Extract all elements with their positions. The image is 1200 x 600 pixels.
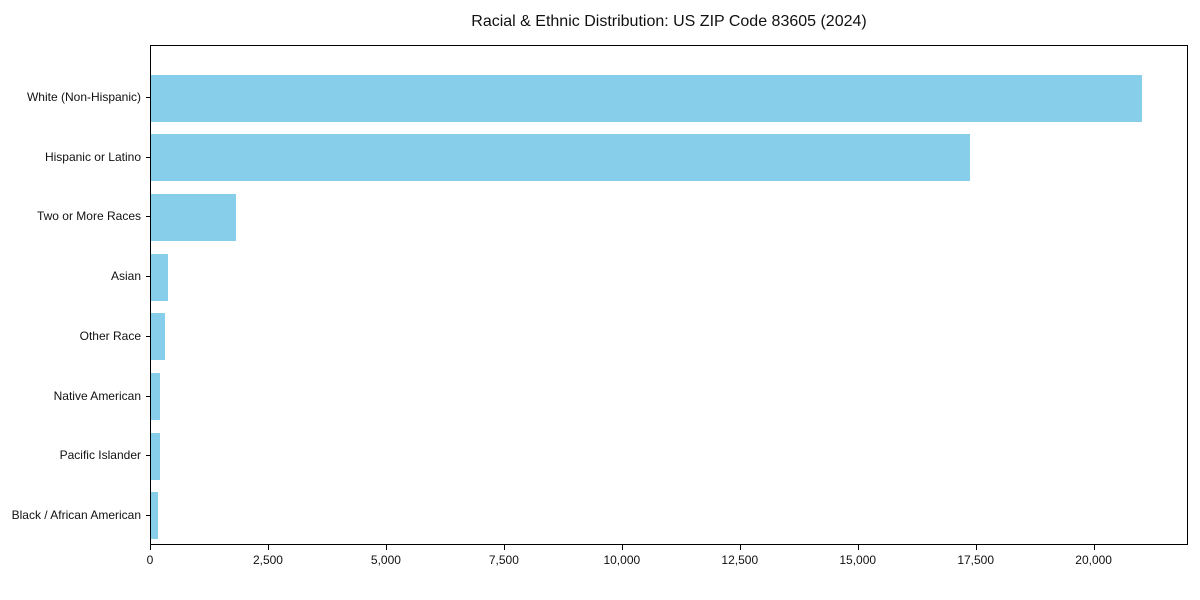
bar-pacific-islander <box>151 432 161 480</box>
y-tick-mark <box>146 514 150 516</box>
y-tick-label-white-non-hispanic: White (Non-Hispanic) <box>26 90 141 104</box>
x-tick-mark <box>739 545 741 550</box>
x-tick-mark <box>267 545 269 550</box>
y-tick-mark <box>146 395 150 397</box>
y-tick-mark <box>146 156 150 158</box>
x-tick-label-2-500: 2,500 <box>252 553 283 567</box>
y-tick-label-pacific-islander: Pacific Islander <box>59 448 141 463</box>
x-tick-label-10-000: 10,000 <box>603 553 641 567</box>
y-tick-mark <box>146 276 150 278</box>
y-tick-mark <box>146 216 150 218</box>
x-tick-label-7-500: 7,500 <box>488 553 519 567</box>
x-tick-mark <box>385 545 387 550</box>
x-tick-label-0: 0 <box>146 553 154 567</box>
x-tick-mark <box>857 545 859 550</box>
y-tick-label-asian: Asian <box>110 269 141 284</box>
y-tick-label-two-or-more-races: Two or More Races <box>36 209 141 224</box>
bar-two-or-more-races <box>151 193 236 241</box>
x-tick-mark <box>975 545 977 550</box>
plot-area <box>150 45 1188 545</box>
x-tick-label-15-000: 15,000 <box>839 553 877 567</box>
y-tick-label-hispanic-or-latino: Hispanic or Latino <box>44 149 141 164</box>
x-tick-mark <box>503 545 505 550</box>
bar-asian <box>151 253 168 301</box>
bar-other-race <box>151 313 166 361</box>
chart-title: Racial & Ethnic Distribution: US ZIP Cod… <box>471 13 867 30</box>
y-tick-label-other-race: Other Race <box>79 328 141 343</box>
x-tick-mark <box>150 545 151 550</box>
x-tick-label-17-500: 17,500 <box>957 553 995 567</box>
x-tick-mark <box>1093 545 1095 550</box>
x-tick-label-20-000: 20,000 <box>1075 553 1112 567</box>
bar-native-american <box>151 373 161 420</box>
bar-white-non-hispanic <box>151 74 1142 122</box>
y-tick-label-black-african-american: Black / African American <box>11 507 141 522</box>
x-tick-label-12-500: 12,500 <box>721 553 759 567</box>
bar-hispanic-or-latino <box>151 134 970 182</box>
y-tick-mark <box>146 455 150 457</box>
x-tick-label-5-000: 5,000 <box>370 553 401 567</box>
y-tick-mark <box>146 335 150 337</box>
bar-black-african-american <box>151 492 159 540</box>
y-tick-mark <box>146 97 150 98</box>
x-tick-mark <box>621 545 623 550</box>
y-tick-label-native-american: Native American <box>53 388 141 403</box>
